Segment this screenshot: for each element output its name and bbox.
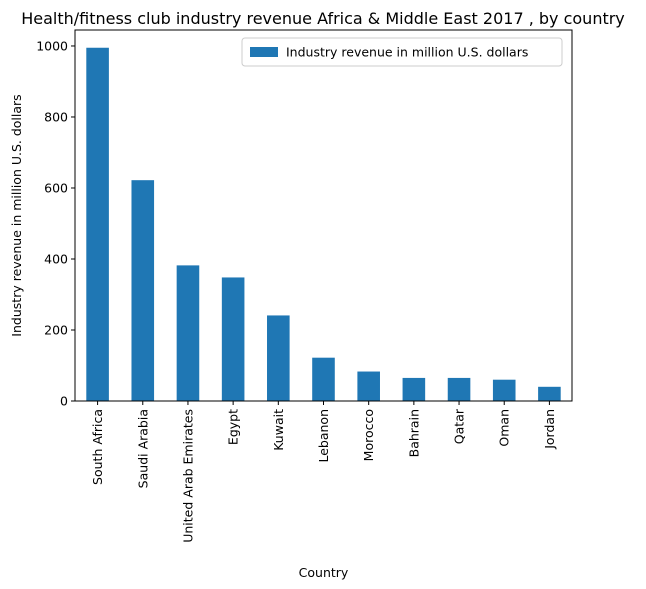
x-tick-label: Morocco bbox=[361, 409, 376, 461]
y-tick-label: 800 bbox=[44, 109, 68, 124]
bar-oman bbox=[492, 379, 516, 401]
y-tick-label: 200 bbox=[44, 322, 68, 337]
plot-frame bbox=[74, 29, 573, 402]
y-tick-label: 1000 bbox=[36, 38, 68, 53]
bar-united-arab-emirates bbox=[176, 265, 200, 401]
bar-egypt bbox=[221, 277, 245, 401]
bar-qatar bbox=[447, 377, 471, 401]
x-tick-label: Kuwait bbox=[271, 409, 286, 451]
chart-title: Health/fitness club industry revenue Afr… bbox=[21, 9, 625, 28]
x-tick-label: Saudi Arabia bbox=[135, 409, 150, 488]
x-tick-label: Lebanon bbox=[316, 409, 331, 463]
y-tick-label: 0 bbox=[60, 394, 68, 409]
bar-morocco bbox=[357, 371, 380, 401]
x-tick-label: Egypt bbox=[226, 409, 241, 445]
legend-swatch bbox=[250, 47, 278, 57]
legend-entry-label: Industry revenue in million U.S. dollars bbox=[286, 45, 528, 60]
x-axis-label: Country bbox=[299, 565, 349, 580]
y-axis: 0 200 400 600 800 1000 bbox=[36, 38, 75, 409]
bar-lebanon bbox=[312, 357, 335, 401]
x-tick-label: Qatar bbox=[452, 408, 467, 444]
bar-kuwait bbox=[267, 315, 290, 401]
bar-south-africa bbox=[86, 47, 109, 401]
x-axis: South Africa Saudi Arabia United Arab Emir… bbox=[90, 401, 557, 543]
x-tick-label: Bahrain bbox=[406, 409, 421, 457]
y-tick-label: 400 bbox=[44, 251, 68, 266]
x-tick-label: Jordan bbox=[542, 409, 557, 450]
x-tick-label: United Arab Emirates bbox=[180, 409, 195, 543]
bar-bahrain bbox=[402, 377, 426, 401]
x-tick-label: Oman bbox=[497, 409, 512, 447]
legend: Industry revenue in million U.S. dollars bbox=[241, 37, 563, 67]
bar-jordan bbox=[538, 386, 561, 401]
x-tick-label: South Africa bbox=[90, 409, 105, 485]
legend-box bbox=[241, 37, 563, 67]
y-axis-label: Industry revenue in million U.S. dollars bbox=[9, 94, 24, 336]
y-tick-label: 600 bbox=[44, 180, 68, 195]
bar-saudi-arabia bbox=[131, 180, 155, 401]
bars-group bbox=[86, 47, 561, 401]
